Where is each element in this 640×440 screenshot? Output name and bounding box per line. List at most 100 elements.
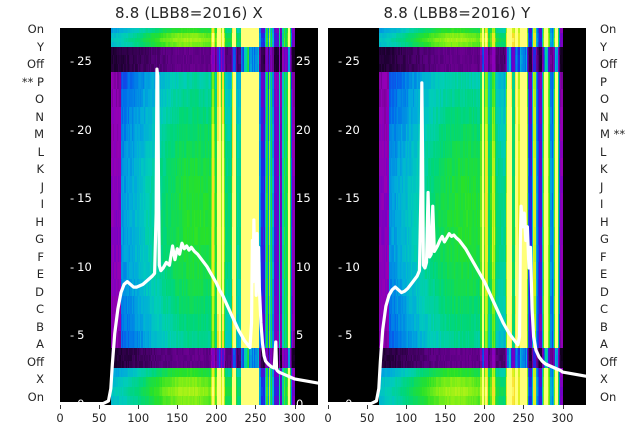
spectrogram-band-upper-gap bbox=[60, 47, 318, 72]
category-label-right-on-0: On bbox=[600, 23, 640, 36]
y-tick-label-left-mirror-20: 20 bbox=[296, 124, 311, 137]
category-label-right-l-7: L bbox=[600, 146, 640, 159]
category-label-left-o-4: O bbox=[2, 94, 44, 106]
category-label-left-e-14: E bbox=[2, 269, 44, 281]
x-tick-mark-x-150 bbox=[177, 405, 179, 409]
category-label-right-m-6: M ** bbox=[600, 127, 640, 141]
category-label-left-g-12: G bbox=[2, 234, 44, 246]
x-tick-label-x-100: 100 bbox=[118, 412, 158, 425]
category-label-right-k-8: K bbox=[600, 164, 640, 176]
category-label-right-c-16: C bbox=[600, 304, 640, 316]
x-tick-mark-x-300 bbox=[294, 405, 296, 409]
spectrogram-band-top-band bbox=[328, 28, 586, 47]
category-label-right-e-14: E bbox=[600, 269, 640, 281]
category-label-left-on-0: On bbox=[2, 23, 44, 36]
category-label-right-i-10: I bbox=[600, 199, 640, 211]
category-label-left-b-17: B bbox=[2, 321, 44, 334]
x-tick-label-x-0: 0 bbox=[40, 412, 80, 425]
category-label-left-a-18: A bbox=[2, 339, 44, 351]
spectrogram-band-top-band bbox=[60, 28, 318, 47]
y-tick-label-left-15: -15 bbox=[70, 193, 92, 205]
x-tick-mark-x-200 bbox=[216, 405, 218, 409]
spectrogram-band-main-band bbox=[328, 72, 586, 348]
category-label-left-l-7: L bbox=[2, 146, 44, 159]
x-tick-label-y-50: 50 bbox=[347, 412, 387, 425]
panel-title-x: 8.8 (LBB8=2016) X bbox=[60, 4, 318, 22]
x-tick-mark-y-100 bbox=[406, 405, 408, 409]
category-label-left-y-1: Y bbox=[2, 41, 44, 54]
y-tick-label-left-25: -25 bbox=[70, 56, 92, 68]
category-label-left-n-5: N bbox=[2, 111, 44, 124]
category-label-right-h-11: H bbox=[600, 216, 640, 229]
category-label-left-h-11: H bbox=[2, 216, 44, 229]
axis-marker-right: ** bbox=[614, 127, 626, 141]
category-label-right-f-13: F bbox=[600, 251, 640, 264]
x-tick-label-y-250: 250 bbox=[503, 412, 543, 425]
x-tick-label-x-300: 300 bbox=[275, 412, 315, 425]
category-label-left-x-20: X bbox=[2, 374, 44, 386]
category-label-left-d-15: D bbox=[2, 286, 44, 299]
x-tick-mark-y-50 bbox=[367, 405, 369, 409]
x-tick-label-y-100: 100 bbox=[386, 412, 426, 425]
y-tick-label-right-25: -25 bbox=[338, 56, 360, 68]
category-label-right-b-17: B bbox=[600, 321, 640, 334]
x-tick-mark-x-250 bbox=[255, 405, 257, 409]
x-tick-mark-y-0 bbox=[328, 405, 329, 409]
category-label-left-off-2: Off bbox=[2, 59, 44, 71]
x-tick-label-x-150: 150 bbox=[157, 412, 197, 425]
category-label-left-c-16: C bbox=[2, 304, 44, 316]
spectrogram-band-bottom-band bbox=[60, 368, 318, 405]
panel-title-y: 8.8 (LBB8=2016) Y bbox=[328, 4, 586, 22]
x-tick-label-y-0: 0 bbox=[308, 412, 348, 425]
category-label-left-m-6: M bbox=[2, 129, 44, 141]
y-tick-label-left-mirror-5: 5 bbox=[296, 330, 303, 342]
x-tick-mark-y-200 bbox=[484, 405, 486, 409]
x-tick-label-x-250: 250 bbox=[235, 412, 275, 425]
category-label-left-i-10: I bbox=[2, 199, 44, 211]
y-tick-label-left-mirror-15: 15 bbox=[296, 193, 311, 205]
category-label-right-a-18: A bbox=[600, 339, 640, 351]
x-tick-label-x-200: 200 bbox=[196, 412, 236, 425]
category-label-right-off-2: Off bbox=[600, 59, 640, 71]
category-label-right-j-9: J bbox=[600, 181, 640, 194]
category-label-right-g-12: G bbox=[600, 234, 640, 246]
category-label-left-on-21: On bbox=[2, 391, 44, 404]
spectrogram-band-lower-gap bbox=[60, 348, 318, 368]
y-tick-label-left-20: -20 bbox=[70, 124, 92, 137]
category-label-right-y-1: Y bbox=[600, 41, 640, 54]
spectrogram-band-bottom-band bbox=[328, 368, 586, 405]
spectrogram-panel-x[interactable] bbox=[60, 28, 318, 405]
x-tick-mark-y-250 bbox=[523, 405, 525, 409]
category-label-left-p-3: ** P bbox=[2, 76, 44, 89]
x-tick-label-y-300: 300 bbox=[543, 412, 583, 425]
y-tick-label-right-0: -0 bbox=[338, 398, 352, 411]
category-label-left-k-8: K bbox=[2, 164, 44, 176]
x-tick-label-y-150: 150 bbox=[425, 412, 465, 425]
category-label-left-j-9: J bbox=[2, 181, 44, 194]
y-tick-label-right-20: -20 bbox=[338, 124, 360, 137]
x-tick-mark-x-50 bbox=[99, 405, 101, 409]
y-tick-label-left-mirror-10: 10 bbox=[296, 261, 311, 274]
x-tick-label-y-200: 200 bbox=[464, 412, 504, 425]
spectrogram-panel-y[interactable] bbox=[328, 28, 586, 405]
spectrogram-band-lower-gap bbox=[328, 348, 586, 368]
category-label-right-on-21: On bbox=[600, 391, 640, 404]
y-tick-label-left-mirror-25: 25 bbox=[296, 56, 311, 68]
category-label-right-n-5: N bbox=[600, 111, 640, 124]
x-tick-label-x-50: 50 bbox=[79, 412, 119, 425]
category-label-right-d-15: D bbox=[600, 286, 640, 299]
category-label-left-off-19: Off bbox=[2, 356, 44, 369]
category-label-left-f-13: F bbox=[2, 251, 44, 264]
category-label-right-off-19: Off bbox=[600, 356, 640, 369]
spectrogram-band-upper-gap bbox=[328, 47, 586, 72]
y-tick-label-right-10: -10 bbox=[338, 261, 360, 274]
x-tick-mark-y-300 bbox=[562, 405, 564, 409]
x-tick-mark-x-0 bbox=[60, 405, 61, 409]
category-label-right-o-4: O bbox=[600, 94, 640, 106]
y-tick-label-left-0: -0 bbox=[70, 398, 84, 411]
x-tick-mark-y-150 bbox=[445, 405, 447, 409]
y-tick-label-left-5: -5 bbox=[70, 330, 84, 342]
y-tick-label-right-15: -15 bbox=[338, 193, 360, 205]
category-label-right-p-3: P bbox=[600, 76, 640, 89]
spectrogram-band-main-band bbox=[60, 72, 318, 348]
